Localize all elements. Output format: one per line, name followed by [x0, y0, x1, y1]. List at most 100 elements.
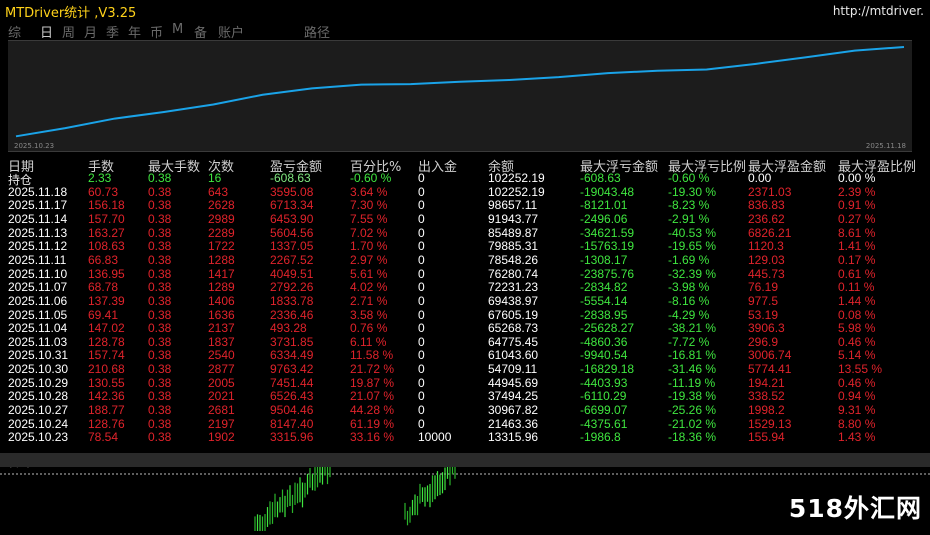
table-cell: 2025.10.29 [8, 375, 69, 390]
table-cell: 0.38 [148, 307, 172, 322]
tab-0[interactable]: 综 [8, 26, 22, 41]
tab-4[interactable]: 季 [106, 26, 120, 41]
table-cell: 1636 [208, 307, 235, 322]
table-cell: -18.36 % [668, 430, 717, 445]
table-cell: 2989 [208, 211, 235, 226]
table-cell: 338.52 [748, 389, 785, 404]
table-cell: 102252.19 [488, 184, 545, 199]
table-cell: 2.71 % [350, 293, 388, 308]
table-cell: 0.38 [148, 362, 172, 377]
table-cell: 2025.11.11 [8, 252, 67, 267]
table-cell: 13315.96 [488, 430, 539, 445]
table-cell: -8.16 % [668, 293, 710, 308]
tab-10[interactable]: 路径 [304, 26, 331, 41]
table-cell: 2025.11.04 [8, 321, 68, 336]
table-cell: 72231.23 [488, 280, 539, 295]
holding-cell: -608.63 [270, 171, 311, 185]
table-cell: 108.63 [88, 239, 125, 254]
table-cell: 3315.96 [270, 430, 314, 445]
tab-9[interactable]: 账户 [218, 26, 245, 41]
table-cell: 44.28 % [350, 403, 395, 418]
table-cell: 0 [418, 225, 425, 240]
holding-cell: -608.63 [580, 171, 621, 185]
price-chart-svg [0, 467, 930, 531]
table-cell: 0.38 [148, 184, 172, 199]
table-cell: 21463.36 [488, 416, 539, 431]
table-cell: 0.61 % [838, 266, 876, 281]
balance-chart: 2025.10.23 2025.11.18 [8, 40, 912, 152]
tab-3[interactable]: 月 [84, 26, 98, 41]
table-cell: 2025.11.03 [8, 334, 68, 349]
table-cell: -5554.14 [580, 293, 628, 308]
table-cell: 163.27 [88, 225, 125, 240]
table-cell: -31.46 % [668, 362, 717, 377]
table-cell: -8121.01 [580, 198, 628, 213]
table-cell: 8.80 % [838, 416, 876, 431]
table-cell: 3.64 % [350, 184, 388, 199]
table-cell: -4860.36 [580, 334, 628, 349]
tab-5[interactable]: 年 [128, 26, 142, 41]
holding-cell: 0.38 [148, 171, 172, 185]
holding-cell: 0.00 [748, 171, 772, 185]
balance-chart-svg [15, 46, 905, 138]
table-cell: -19.38 % [668, 389, 717, 404]
table-cell: 0 [418, 211, 425, 226]
header-10: 最大浮盈金额 [748, 160, 827, 175]
header-2: 最大手数 [148, 160, 201, 175]
stats-table: 日期 手数 最大手数 次数 盈亏金额 百分比% 出入金 余额 最大浮亏金额 最大浮亏比例 最大浮盈金… [8, 156, 922, 469]
table-cell: 6453.90 [270, 211, 314, 226]
tab-1[interactable]: 日 [40, 26, 54, 41]
table-cell: 1529.13 [748, 416, 792, 431]
table-cell: 0.38 [148, 252, 172, 267]
header-7: 余额 [488, 160, 515, 175]
table-cell: 21.72 % [350, 362, 395, 377]
table-cell: 0.38 [148, 211, 172, 226]
table-cell: 2137 [208, 321, 235, 336]
table-cell: -2.91 % [668, 211, 710, 226]
tab-6[interactable]: 币 [150, 26, 164, 41]
table-cell: 2021 [208, 389, 235, 404]
table-cell: 0.46 % [838, 334, 876, 349]
table-cell: 194.21 [748, 375, 785, 390]
table-cell: 5774.41 [748, 362, 792, 377]
table-cell: -1308.17 [580, 252, 628, 267]
table-cell: -6699.07 [580, 403, 628, 418]
table-cell: 69438.97 [488, 293, 539, 308]
app-url-link[interactable]: http://mtdriver. [832, 4, 924, 18]
table-cell: 0 [418, 334, 425, 349]
table-cell: 0.27 % [838, 211, 876, 226]
table-cell: 493.28 [270, 321, 307, 336]
table-cell: 9504.46 [270, 403, 314, 418]
table-cell: 0.38 [148, 198, 172, 213]
table-cell: 2877 [208, 362, 235, 377]
table-cell: 836.83 [748, 198, 785, 213]
holding-cell: 持仓 [8, 173, 33, 187]
table-cell: 0 [418, 416, 425, 431]
holding-cell: -0.60 % [668, 171, 710, 185]
table-cell: 157.74 [88, 348, 125, 363]
holding-cell: 0 [418, 171, 425, 185]
tab-8[interactable]: 备 [194, 26, 208, 41]
table-cell: 1833.78 [270, 293, 314, 308]
table-cell: 0 [418, 389, 425, 404]
table-cell: 0 [418, 184, 425, 199]
tab-2[interactable]: 周 [62, 26, 76, 41]
holding-cell: 102252.19 [488, 171, 545, 185]
price-chart-strip [0, 467, 930, 531]
table-cell: 9.31 % [838, 403, 876, 418]
table-cell: 445.73 [748, 266, 785, 281]
table-cell: -4375.61 [580, 416, 628, 431]
table-cell: 6826.21 [748, 225, 792, 240]
table-cell: 3006.74 [748, 348, 792, 363]
table-cell: 2025.11.06 [8, 293, 68, 308]
tab-7[interactable]: M [172, 22, 184, 37]
table-cell: 157.70 [88, 211, 125, 226]
table-cell: 0.38 [148, 334, 172, 349]
header-4: 盈亏金额 [270, 160, 323, 175]
table-cell: 64775.45 [488, 334, 539, 349]
table-cell: 1120.3 [748, 239, 784, 254]
table-cell: -9940.54 [580, 348, 628, 363]
table-cell: 1.41 % [838, 239, 876, 254]
table-cell: -40.53 % [668, 225, 717, 240]
table-cell: 5604.56 [270, 225, 314, 240]
